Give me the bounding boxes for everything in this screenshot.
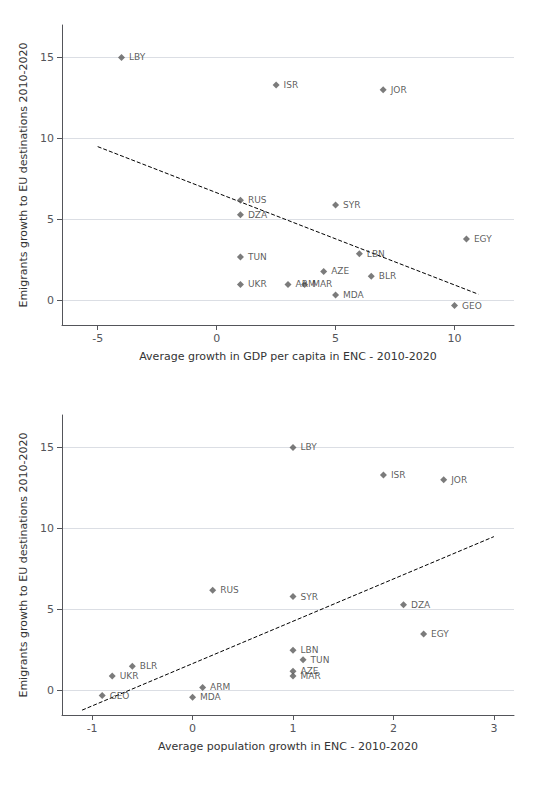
svg-text:DZA: DZA [411, 600, 431, 610]
svg-text:LBY: LBY [129, 52, 146, 62]
svg-text:EGY: EGY [474, 234, 492, 244]
svg-text:RUS: RUS [220, 585, 239, 595]
svg-text:LBN: LBN [367, 249, 385, 259]
svg-text:-1: -1 [87, 722, 98, 735]
svg-text:Average population growth in E: Average population growth in ENC - 2010-… [158, 740, 418, 753]
svg-text:0: 0 [189, 722, 196, 735]
svg-text:15: 15 [40, 51, 54, 64]
svg-text:LBY: LBY [301, 442, 318, 452]
svg-text:AZE: AZE [331, 266, 349, 276]
svg-text:5: 5 [47, 603, 54, 616]
svg-text:ISR: ISR [391, 470, 406, 480]
svg-text:MDA: MDA [200, 692, 222, 702]
svg-text:10: 10 [448, 332, 462, 345]
svg-text:5: 5 [332, 332, 339, 345]
svg-text:BLR: BLR [379, 271, 396, 281]
svg-text:5: 5 [47, 213, 54, 226]
svg-text:ARM: ARM [295, 279, 316, 290]
svg-text:15: 15 [40, 441, 54, 454]
svg-text:SYR: SYR [343, 200, 360, 210]
svg-text:JOR: JOR [390, 85, 407, 95]
svg-text:0: 0 [213, 332, 220, 345]
svg-text:JOR: JOR [450, 475, 467, 485]
svg-text:MAR: MAR [301, 671, 321, 681]
svg-text:SYR: SYR [301, 592, 318, 602]
svg-text:0: 0 [47, 684, 54, 697]
svg-text:BLR: BLR [140, 661, 157, 671]
svg-text:GEO: GEO [462, 301, 482, 311]
svg-text:RUS: RUS [248, 195, 267, 205]
svg-text:UKR: UKR [120, 671, 139, 681]
svg-text:TUN: TUN [247, 252, 267, 262]
svg-text:UKR: UKR [248, 279, 267, 289]
svg-text:0: 0 [47, 294, 54, 307]
svg-text:GEO: GEO [110, 691, 130, 701]
svg-text:EGY: EGY [431, 629, 449, 639]
svg-text:ISR: ISR [284, 80, 299, 90]
svg-text:10: 10 [40, 522, 54, 535]
svg-text:10: 10 [40, 132, 54, 145]
svg-text:MAR: MAR [312, 279, 332, 289]
svg-text:3: 3 [490, 722, 497, 735]
svg-text:DZA: DZA [248, 210, 268, 220]
svg-text:Emigrants growth to EU destina: Emigrants growth to EU destinations 2010… [17, 432, 30, 697]
svg-text:LBN: LBN [301, 645, 319, 655]
svg-text:1: 1 [290, 722, 297, 735]
svg-text:TUN: TUN [310, 655, 330, 665]
svg-text:ARM: ARM [210, 682, 230, 692]
svg-text:-5: -5 [92, 332, 103, 345]
svg-text:MDA: MDA [343, 290, 365, 300]
svg-text:2: 2 [390, 722, 397, 735]
svg-text:Average growth in GDP per capi: Average growth in GDP per capita in ENC … [139, 350, 437, 363]
svg-text:Emigrants growth to EU destina: Emigrants growth to EU destinations 2010… [17, 42, 30, 307]
